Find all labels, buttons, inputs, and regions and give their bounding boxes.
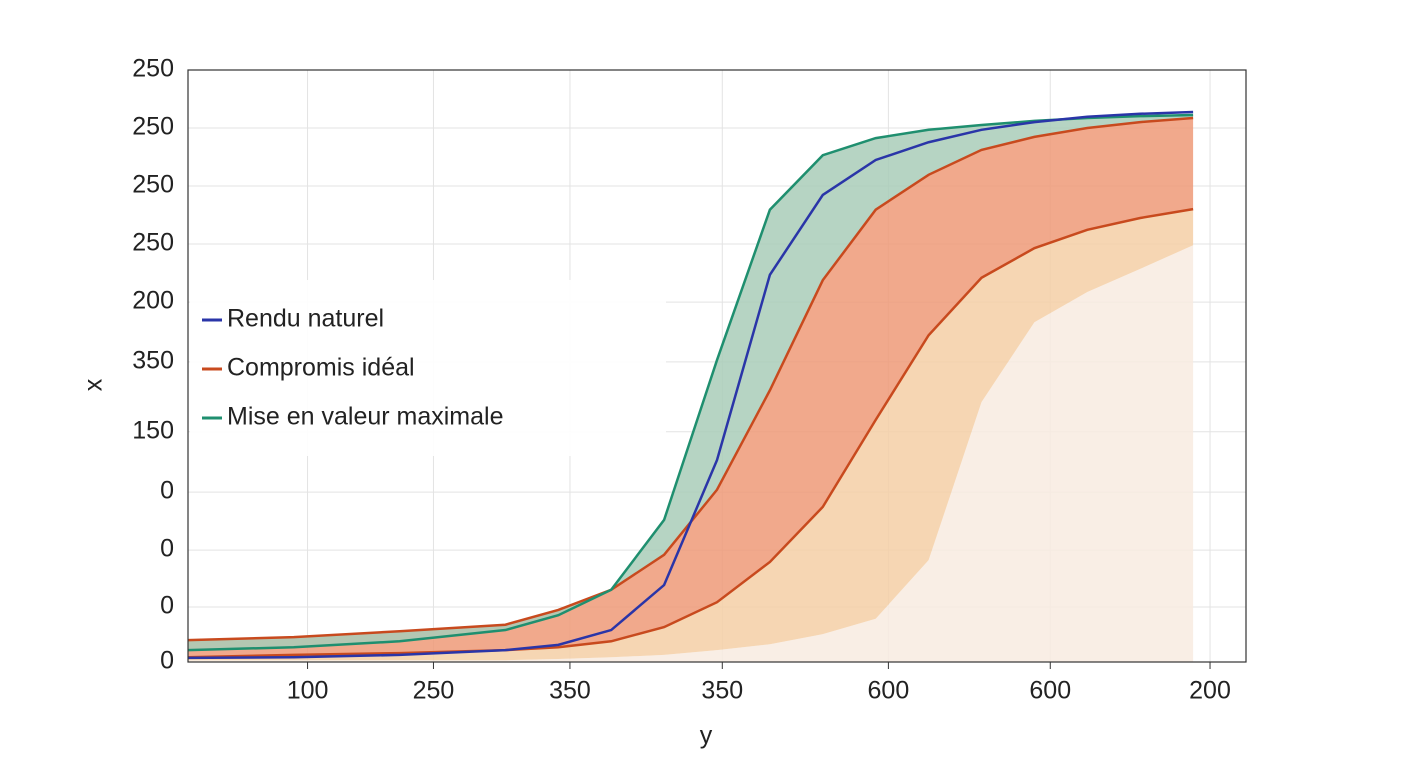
legend-label: Mise en valeur maximale — [227, 403, 504, 431]
x-axis-label: y — [700, 722, 713, 750]
x-tick-label: 350 — [549, 677, 591, 705]
band — [188, 245, 1194, 662]
y-tick-label: 250 — [132, 229, 174, 257]
y-axis-label: x — [80, 378, 108, 391]
y-tick-label: 250 — [132, 55, 174, 83]
y-tick-label: 350 — [132, 346, 174, 374]
x-tick-label: 250 — [413, 677, 455, 705]
x-tick-label: 350 — [701, 677, 743, 705]
series-line — [187, 116, 1194, 642]
y-tick-label: 250 — [132, 171, 174, 199]
x-tick-label: 600 — [868, 677, 910, 705]
series-line — [187, 110, 1194, 660]
x-tick-label: 200 — [1189, 677, 1231, 705]
band — [188, 117, 1194, 658]
y-tick-label: 200 — [132, 287, 174, 315]
y-tick-label: 0 — [160, 477, 174, 505]
y-tick-label: 150 — [132, 416, 174, 444]
legend-label: Rendu naturel — [227, 305, 384, 333]
y-tick-label: 0 — [160, 535, 174, 563]
y-tick-label: 0 — [160, 647, 174, 675]
legend-label: Compromis idéal — [227, 354, 415, 382]
legend: Rendu naturel Compromis idéal Mise en vale… — [190, 280, 666, 456]
y-tick-label: 250 — [132, 113, 174, 141]
plot-frame — [187, 69, 1247, 663]
x-tick-label: 600 — [1029, 677, 1071, 705]
x-tick-label: 100 — [287, 677, 329, 705]
y-tick-label: 0 — [160, 592, 174, 620]
legend-box — [190, 280, 666, 456]
